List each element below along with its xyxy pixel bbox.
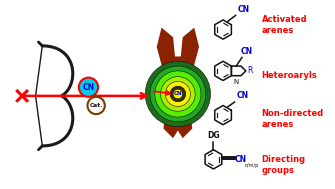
Circle shape xyxy=(173,89,183,99)
Text: Directing
groups: Directing groups xyxy=(262,155,306,175)
Circle shape xyxy=(79,78,98,97)
Text: N: N xyxy=(233,79,239,85)
Text: Activated
arenes: Activated arenes xyxy=(262,15,307,35)
Text: DG: DG xyxy=(207,131,220,140)
Circle shape xyxy=(170,86,186,102)
Circle shape xyxy=(155,71,201,117)
Text: R: R xyxy=(248,66,253,75)
Text: CN: CN xyxy=(238,5,250,14)
Text: Cat.: Cat. xyxy=(89,103,103,108)
Text: CN: CN xyxy=(237,91,249,100)
Circle shape xyxy=(87,97,105,114)
Text: Non-directed
arenes: Non-directed arenes xyxy=(262,109,324,129)
Text: CN: CN xyxy=(241,46,253,56)
Text: o/m/p: o/m/p xyxy=(245,163,259,168)
Circle shape xyxy=(145,61,211,127)
Circle shape xyxy=(150,66,206,122)
Text: CN: CN xyxy=(234,155,247,164)
Circle shape xyxy=(165,81,190,106)
Circle shape xyxy=(160,77,195,111)
Text: CN: CN xyxy=(174,91,182,96)
Circle shape xyxy=(170,86,186,102)
Polygon shape xyxy=(157,28,199,138)
Text: Heteroaryls: Heteroaryls xyxy=(262,71,317,80)
Circle shape xyxy=(173,89,183,99)
Text: CN: CN xyxy=(82,83,94,92)
